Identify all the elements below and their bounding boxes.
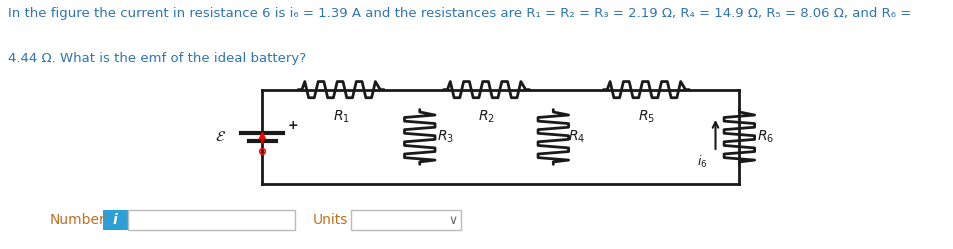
Text: $R_3$: $R_3$ (436, 129, 454, 145)
Text: 4.44 Ω. What is the emf of the ideal battery?: 4.44 Ω. What is the emf of the ideal bat… (8, 52, 305, 65)
Text: Number: Number (50, 213, 105, 227)
Text: $R_2$: $R_2$ (477, 108, 495, 125)
Text: i: i (113, 213, 117, 227)
Text: ∨: ∨ (448, 214, 457, 227)
Text: +: + (288, 119, 298, 132)
FancyBboxPatch shape (128, 210, 294, 230)
FancyBboxPatch shape (351, 210, 460, 230)
Text: $i_6$: $i_6$ (697, 154, 707, 171)
FancyBboxPatch shape (103, 210, 128, 230)
Text: Units: Units (313, 213, 348, 227)
Text: $\mathcal{E}$: $\mathcal{E}$ (214, 129, 226, 144)
Text: $R_1$: $R_1$ (333, 108, 349, 125)
Text: $R_5$: $R_5$ (638, 108, 654, 125)
Text: $R_6$: $R_6$ (756, 129, 773, 145)
Text: $R_4$: $R_4$ (567, 129, 584, 145)
Text: In the figure the current in resistance 6 is i₆ = 1.39 A and the resistances are: In the figure the current in resistance … (8, 7, 910, 20)
